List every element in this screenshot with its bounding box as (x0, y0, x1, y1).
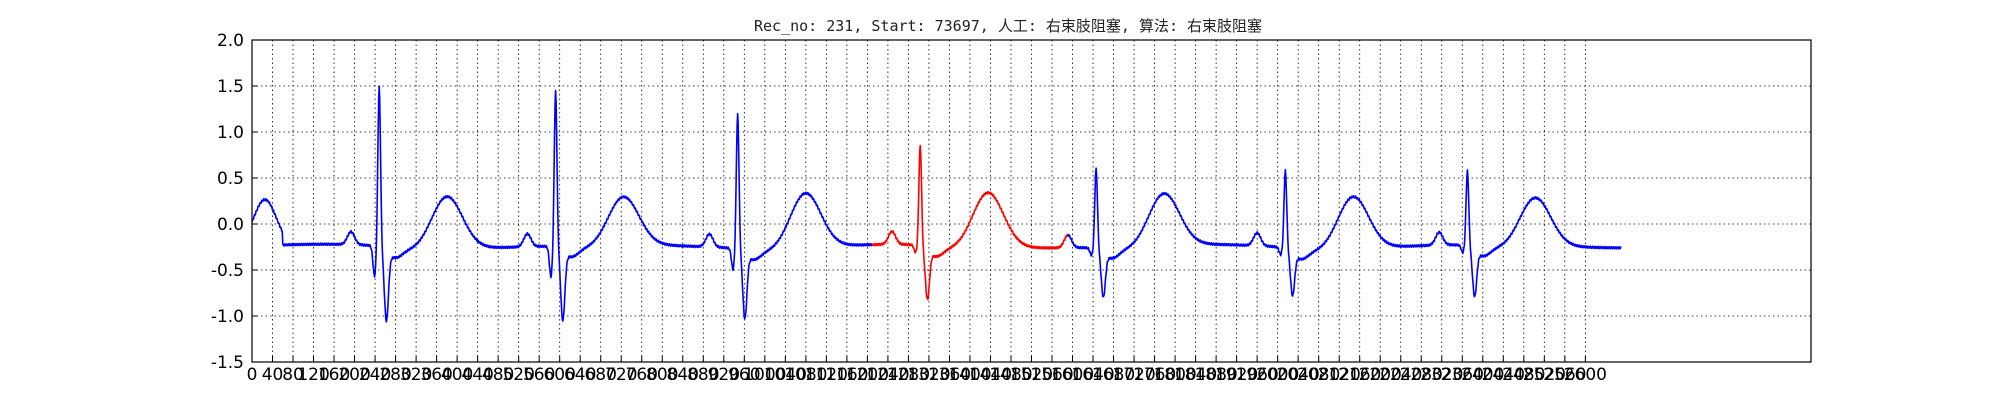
x-tick-label: 40 (262, 365, 284, 385)
x-tick-label: 2040 (1277, 365, 1320, 385)
x-tick-label: 1400 (948, 365, 991, 385)
x-tick-label: 240 (359, 365, 391, 385)
x-tick-label: 1600 (1051, 365, 1094, 385)
y-tick-label: -1.5 (211, 353, 244, 373)
x-tick-label: 2440 (1482, 365, 1525, 385)
x-tick-label: 120 (297, 365, 329, 385)
x-tick-label: 920 (708, 365, 740, 385)
x-tick-label: 2280 (1400, 365, 1443, 385)
x-tick-label: 1240 (866, 365, 909, 385)
x-tick-label: 200 (338, 365, 370, 385)
x-tick-label: 1320 (907, 365, 950, 385)
x-tick-label: 800 (646, 365, 678, 385)
x-tick-label: 160 (318, 365, 350, 385)
x-tick-label: 360 (420, 365, 452, 385)
x-tick-label: 2360 (1441, 365, 1484, 385)
ecg-trace-segment (1066, 167, 1622, 298)
x-tick-label: 560 (523, 365, 555, 385)
x-tick-label: 2080 (1297, 365, 1340, 385)
x-tick-label: 80 (282, 365, 304, 385)
x-tick-label: 2120 (1318, 365, 1361, 385)
x-tick-label: 840 (667, 365, 699, 385)
x-tick-label: 1280 (887, 365, 930, 385)
x-tick-label: 880 (687, 365, 719, 385)
x-tick-label: 1360 (928, 365, 971, 385)
x-tick-label: 2320 (1420, 365, 1463, 385)
y-axis: -1.5 -1.0 -0.5 0.0 0.5 1.0 1.5 2.0 (211, 31, 258, 373)
x-tick-label: 1560 (1030, 365, 1073, 385)
x-tick-label: 1200 (846, 365, 889, 385)
chart-title: Rec_no: 231, Start: 73697, 人工: 右束肢阻塞, 算法… (754, 17, 1262, 35)
x-tick-label: 1840 (1174, 365, 1217, 385)
x-tick-label: 2600 (1564, 365, 1607, 385)
plot-frame (251, 39, 1812, 363)
ecg-trace-segment (251, 85, 873, 323)
y-tick-label: 1.0 (217, 123, 244, 143)
x-tick-label: 2200 (1359, 365, 1402, 385)
y-tick-label: 2.0 (217, 31, 244, 51)
x-tick-label: 960 (728, 365, 760, 385)
x-tick-label: 1960 (1236, 365, 1279, 385)
x-tick-label: 1800 (1153, 365, 1196, 385)
y-tick-label: 1.5 (217, 77, 244, 97)
y-tick-label: -0.5 (211, 261, 244, 281)
x-tick-label: 1440 (969, 365, 1012, 385)
x-tick-label: 1120 (805, 365, 848, 385)
x-tick-label: 2520 (1523, 365, 1566, 385)
x-tick-label: 2240 (1379, 365, 1422, 385)
x-axis: 0 408012016020024028032036040044048052056… (247, 356, 1607, 385)
x-tick-label: 600 (543, 365, 575, 385)
x-tick-label: 280 (379, 365, 411, 385)
x-tick-label: 1160 (825, 365, 868, 385)
y-tick-label: 0.0 (217, 215, 244, 235)
x-tick-label: 0 (247, 365, 258, 385)
x-tick-label: 720 (605, 365, 637, 385)
grid-lines (251, 39, 1811, 363)
y-tick-label: 0.5 (217, 169, 244, 189)
y-tick-label: -1.0 (211, 307, 244, 327)
x-tick-label: 520 (502, 365, 534, 385)
x-tick-label: 2000 (1256, 365, 1299, 385)
x-tick-label: 440 (461, 365, 493, 385)
x-tick-label: 1040 (764, 365, 807, 385)
x-tick-label: 1680 (1092, 365, 1135, 385)
x-tick-label: 2160 (1338, 365, 1381, 385)
x-tick-label: 2480 (1502, 365, 1545, 385)
x-tick-label: 400 (441, 365, 473, 385)
x-tick-label: 1760 (1133, 365, 1176, 385)
ecg-trace-highlighted-beat (871, 144, 1069, 301)
x-tick-label: 1080 (784, 365, 827, 385)
x-tick-label: 1880 (1194, 365, 1237, 385)
x-tick-label: 1720 (1112, 365, 1155, 385)
x-tick-label: 680 (584, 365, 616, 385)
x-tick-label: 1640 (1071, 365, 1114, 385)
x-tick-label: 2400 (1461, 365, 1504, 385)
x-tick-label: 1520 (1010, 365, 1053, 385)
x-tick-label: 320 (400, 365, 432, 385)
x-tick-label: 1920 (1215, 365, 1258, 385)
x-tick-label: 1000 (743, 365, 786, 385)
x-tick-label: 1480 (989, 365, 1032, 385)
x-tick-label: 2560 (1543, 365, 1586, 385)
x-tick-label: 480 (482, 365, 514, 385)
x-tick-label: 760 (626, 365, 658, 385)
ecg-series (251, 85, 1622, 323)
x-tick-label: 640 (564, 365, 596, 385)
